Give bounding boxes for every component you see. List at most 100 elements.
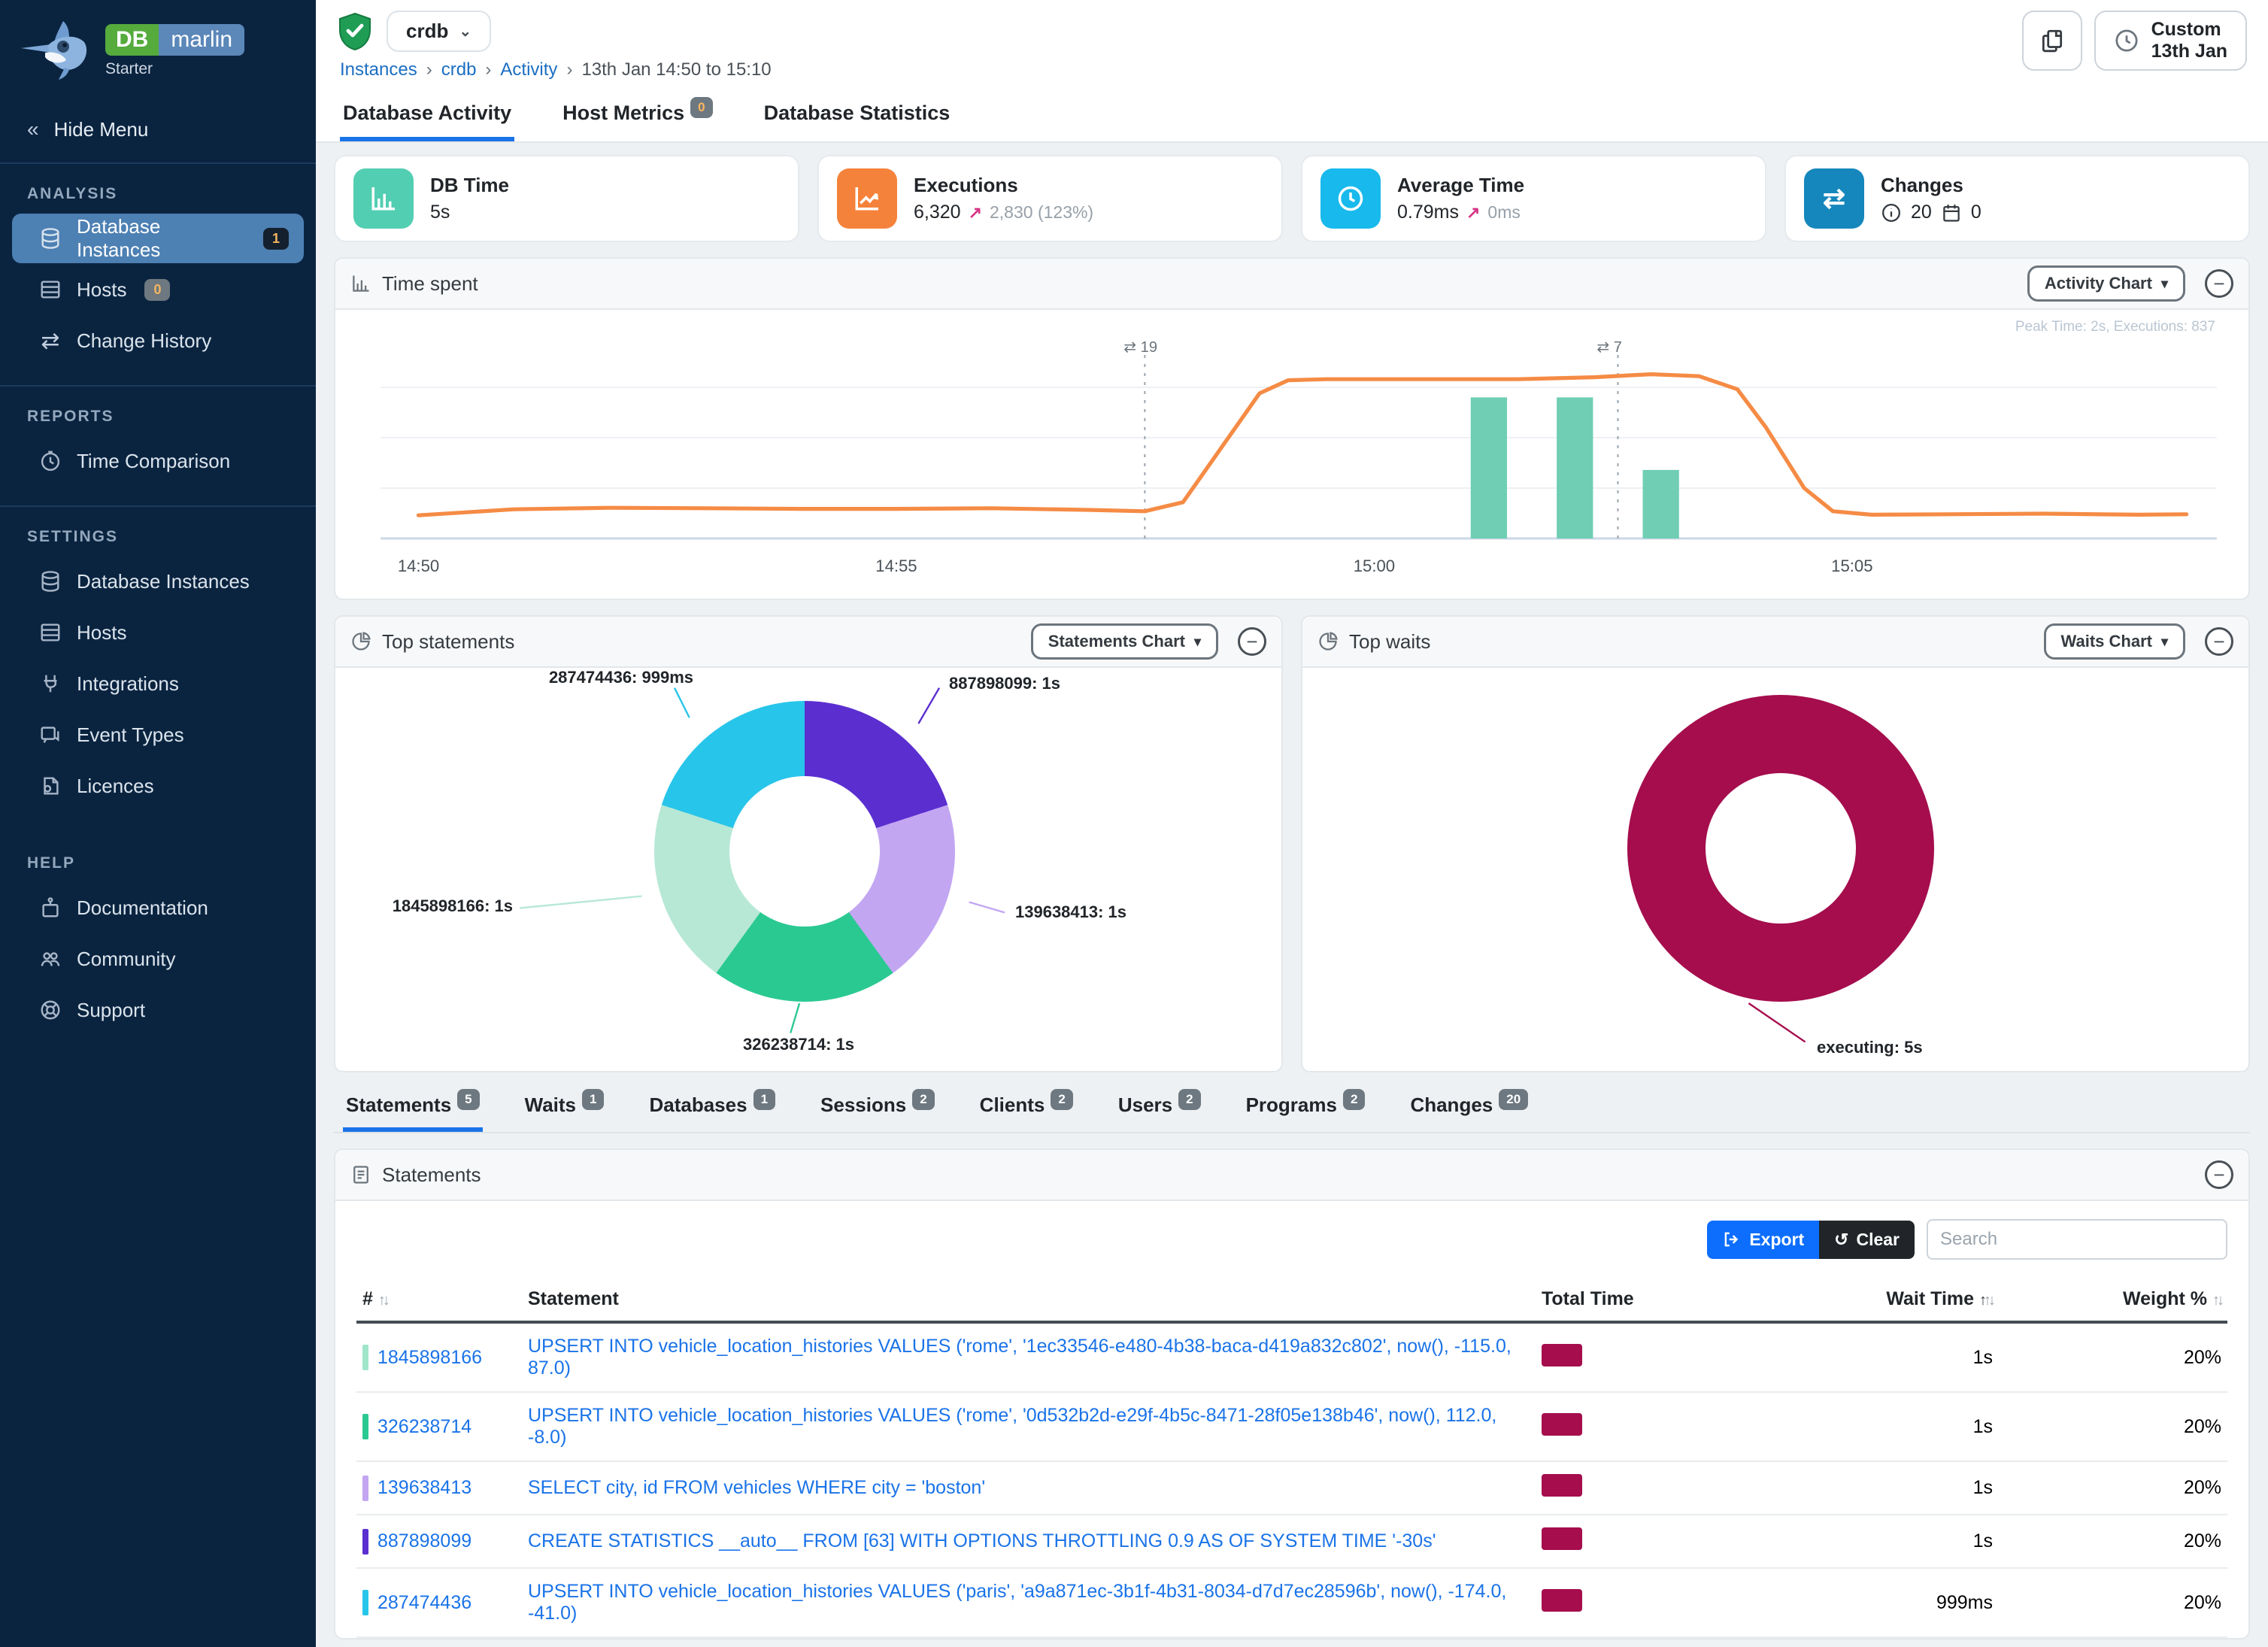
collapse-panel-button[interactable]: − xyxy=(1238,627,1266,656)
collapse-panel-button[interactable]: − xyxy=(2205,269,2233,298)
count-badge: 1 xyxy=(262,227,289,250)
statement-id-link[interactable]: 326238714 xyxy=(377,1415,472,1437)
sidebar-item-support[interactable]: Support xyxy=(12,985,304,1035)
sort-icon[interactable]: ↑↓ xyxy=(2212,1292,2224,1309)
sidebar-item-documentation[interactable]: Documentation xyxy=(12,883,304,933)
chart-icon xyxy=(353,275,369,292)
count-badge: 0 xyxy=(144,278,171,301)
statement-link[interactable]: UPSERT INTO vehicle_location_histories V… xyxy=(528,1336,1511,1379)
svg-text:14:55: 14:55 xyxy=(875,557,917,575)
calendar-icon xyxy=(1943,204,1960,222)
database-icon xyxy=(41,571,59,592)
statement-link[interactable]: CREATE STATISTICS __auto__ FROM [63] WIT… xyxy=(528,1530,1436,1551)
panel-title: Statements xyxy=(382,1163,481,1186)
detail-tab-sessions[interactable]: Sessions 2 xyxy=(817,1087,938,1132)
instance-selector[interactable]: crdb ⌄ xyxy=(387,11,492,52)
statement-id-link[interactable]: 139638413 xyxy=(377,1477,472,1498)
trend-up-icon: ↗ xyxy=(968,202,982,222)
table-row: 287474436 UPSERT INTO vehicle_location_h… xyxy=(356,1568,2227,1638)
sidebar-item-event-types[interactable]: Event Types xyxy=(12,710,304,760)
statements-chart-dropdown[interactable]: Statements Chart ▾ xyxy=(1030,623,1218,660)
detail-tab-programs[interactable]: Programs 2 xyxy=(1243,1087,1369,1132)
sidebar-item-label: Hosts xyxy=(77,278,127,301)
wait-time-value: 1s xyxy=(1731,1392,2062,1462)
copy-icon xyxy=(2042,29,2062,53)
tab-count-badge: 1 xyxy=(753,1089,776,1110)
detail-tab-databases[interactable]: Databases 1 xyxy=(646,1087,778,1132)
detail-tab-waits[interactable]: Waits 1 xyxy=(522,1087,608,1132)
sort-icon[interactable]: ↑↓ xyxy=(1984,1292,1996,1309)
export-button[interactable]: Export xyxy=(1707,1220,1820,1259)
sidebar-item-settings-database-instances[interactable]: Database Instances xyxy=(12,557,304,606)
sidebar-item-label: Licences xyxy=(77,774,154,797)
collapse-panel-button[interactable]: − xyxy=(2205,1160,2233,1189)
collapse-panel-button[interactable]: − xyxy=(2205,627,2233,656)
sidebar-item-settings-hosts[interactable]: Hosts xyxy=(12,608,304,657)
card-changes: ⇄ Changes 20 0 xyxy=(1784,155,2250,242)
detail-tab-clients[interactable]: Clients 2 xyxy=(977,1087,1076,1132)
time-spent-chart[interactable]: Peak Time: 2s, Executions: 837 ⇄ 19 ⇄ 7 14… xyxy=(335,310,2248,599)
search-input[interactable] xyxy=(1927,1219,2227,1260)
waits-chart-dropdown[interactable]: Waits Chart ▾ xyxy=(2043,623,2185,660)
statement-id-link[interactable]: 287474436 xyxy=(377,1591,472,1613)
clock-icon xyxy=(41,450,60,472)
sort-icon[interactable]: ↑↓ xyxy=(377,1292,390,1309)
breadcrumb-crdb[interactable]: crdb xyxy=(441,59,477,80)
card-value: 6,320 xyxy=(914,202,961,223)
sidebar-item-community[interactable]: Community xyxy=(12,934,304,984)
sidebar-item-integrations[interactable]: Integrations xyxy=(12,659,304,708)
clear-button[interactable]: ↺ Clear xyxy=(1819,1220,1915,1259)
tab-count-badge: 20 xyxy=(1499,1089,1529,1110)
tab-database-activity[interactable]: Database Activity xyxy=(340,86,515,141)
metric-cards: DB Time 5s Executions 6,320 ↗ 2,830 (123… xyxy=(334,155,2250,242)
statements-table: # ↑↓ Statement Total Time Wait Time ↑↑↓ … xyxy=(356,1278,2227,1638)
activity-chart-dropdown[interactable]: Activity Chart ▾ xyxy=(2027,265,2185,302)
card-executions: Executions 6,320 ↗ 2,830 (123%) xyxy=(817,155,1283,242)
detail-tab-changes[interactable]: Changes 20 xyxy=(1407,1087,1531,1132)
people-icon xyxy=(41,952,60,966)
lifering-icon xyxy=(41,1000,60,1020)
wait-time-value: 1s xyxy=(1731,1515,2062,1569)
statement-color-swatch xyxy=(362,1528,368,1554)
card-title: Executions xyxy=(914,174,1018,196)
sidebar-item-change-history[interactable]: ⇄ Change History xyxy=(12,316,304,365)
statement-link[interactable]: UPSERT INTO vehicle_location_histories V… xyxy=(528,1405,1497,1448)
section-title: REPORTS xyxy=(27,408,114,425)
statement-color-swatch xyxy=(362,1414,368,1439)
statement-link[interactable]: UPSERT INTO vehicle_location_histories V… xyxy=(528,1581,1507,1624)
tab-host-metrics[interactable]: Host Metrics 0 xyxy=(559,86,716,141)
tab-database-statistics[interactable]: Database Statistics xyxy=(761,86,954,141)
detail-tab-users[interactable]: Users 2 xyxy=(1115,1087,1204,1132)
breadcrumb-instances[interactable]: Instances xyxy=(340,59,417,80)
top-waits-panel: Top waits Waits Chart ▾ − executing: 5s xyxy=(1301,615,2250,1072)
time-range-button[interactable]: Custom 13th Jan xyxy=(2094,11,2247,71)
sidebar-item-database-instances[interactable]: Database Instances 1 xyxy=(12,214,304,263)
instance-name: crdb xyxy=(406,20,449,42)
weight-value: 20% xyxy=(2062,1515,2227,1569)
wait-time-value: 1s xyxy=(1731,1461,2062,1515)
detail-tab-statements[interactable]: Statements 5 xyxy=(343,1087,483,1132)
section-title: ANALYSIS xyxy=(27,185,118,202)
copy-link-button[interactable] xyxy=(2021,11,2082,71)
hide-menu-button[interactable]: « Hide Menu xyxy=(0,93,316,162)
statement-id-link[interactable]: 1845898166 xyxy=(377,1346,483,1368)
sidebar-item-label: Change History xyxy=(77,329,212,352)
hide-menu-label: Hide Menu xyxy=(53,117,149,141)
card-title: Average Time xyxy=(1397,174,1525,196)
card-delta: 2,830 (123%) xyxy=(990,202,1094,222)
waits-donut-chart[interactable]: executing: 5s xyxy=(1302,668,2248,1071)
sort-active-icon[interactable]: ↑ xyxy=(1979,1292,1987,1309)
statement-link[interactable]: SELECT city, id FROM vehicles WHERE city… xyxy=(528,1477,986,1498)
changes-info-count: 20 xyxy=(1911,202,1932,223)
tab-label: Database Statistics xyxy=(763,102,951,124)
breadcrumb-activity[interactable]: Activity xyxy=(500,59,558,80)
tab-count-badge: 2 xyxy=(1051,1089,1073,1110)
sidebar-item-hosts[interactable]: Hosts 0 xyxy=(12,265,304,314)
sidebar-divider xyxy=(0,505,316,507)
statements-donut-chart[interactable]: 287474436: 999ms 887898099: 1s 139638413… xyxy=(335,668,1281,1071)
statement-id-link[interactable]: 887898099 xyxy=(377,1530,472,1551)
sidebar-item-time-comparison[interactable]: Time Comparison xyxy=(12,436,304,486)
swap-arrows-icon: ⇄ xyxy=(1804,168,1864,229)
plug-icon xyxy=(44,675,57,693)
sidebar-item-licences[interactable]: Licences xyxy=(12,761,304,811)
